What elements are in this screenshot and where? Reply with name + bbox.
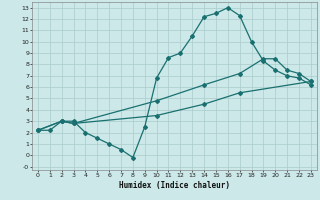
X-axis label: Humidex (Indice chaleur): Humidex (Indice chaleur) bbox=[119, 181, 230, 190]
